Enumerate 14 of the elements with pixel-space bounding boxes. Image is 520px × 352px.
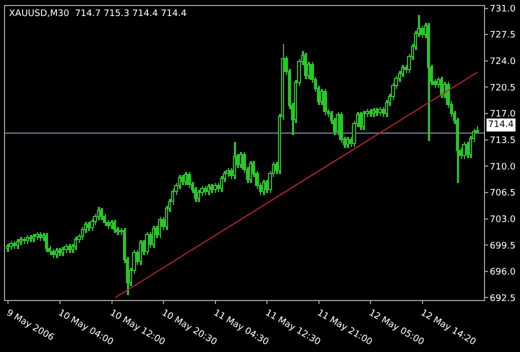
y-tick-label: 710.0 (490, 162, 516, 172)
y-tick-label: 703.0 (490, 214, 516, 225)
chart-title: XAUUSD,M30 714.7 715.3 714.4 714.4 (9, 9, 187, 19)
y-tick-label: 699.5 (490, 241, 516, 252)
y-tick-label: 724.0 (490, 57, 516, 68)
ref-line-label: 714.4 (488, 120, 514, 130)
y-tick-label: 731.0 (490, 4, 516, 14)
y-tick-label: 696.0 (490, 268, 516, 278)
y-tick-label: 717.0 (490, 110, 516, 120)
y-tick-label: 713.5 (490, 136, 516, 146)
y-tick-label: 727.5 (490, 30, 516, 41)
y-tick-label: 692.5 (490, 294, 516, 304)
y-tick-label: 720.5 (490, 83, 516, 94)
y-tick-label: 706.5 (490, 188, 516, 199)
